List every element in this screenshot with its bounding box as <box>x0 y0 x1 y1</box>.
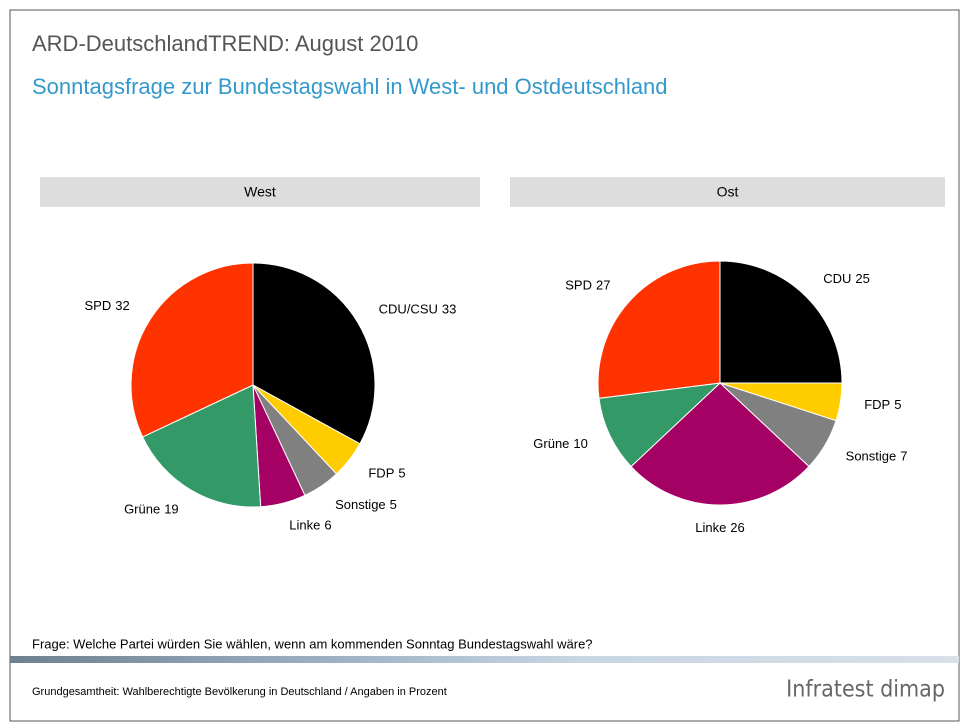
pie-slice <box>597 260 721 399</box>
slice-label: Linke 6 <box>289 518 331 533</box>
pie-slice <box>719 260 843 384</box>
logo: Infratest dimap <box>786 677 945 703</box>
slice-value: 7 <box>900 449 907 464</box>
footnote: Grundgesamtheit: Wahlberechtigte Bevölke… <box>32 686 447 698</box>
slice-label: SPD 27 <box>565 278 610 293</box>
slice-category: Grüne <box>533 437 569 452</box>
slice-value: 26 <box>730 520 744 535</box>
slice-value: 33 <box>442 302 456 317</box>
panel-header <box>510 177 945 207</box>
slice-value: 5 <box>894 397 901 412</box>
question: Frage: Welche Partei würden Sie wählen, … <box>32 636 593 651</box>
slice-label: FDP 5 <box>864 397 901 412</box>
slice-value: 19 <box>164 502 178 517</box>
slice-category: CDU <box>823 271 851 286</box>
slice-category: Sonstige <box>335 497 386 512</box>
slice-category: SPD <box>565 278 592 293</box>
slice-value: 27 <box>596 278 610 293</box>
slice-label: CDU/CSU 33 <box>379 302 457 317</box>
slice-value: 5 <box>390 497 397 512</box>
pie-slice <box>598 382 722 468</box>
slice-value: 25 <box>855 271 869 286</box>
subtitle: Sonntagsfrage zur Bundestagswahl in West… <box>32 74 668 99</box>
slice-category: Linke <box>289 518 320 533</box>
slice-category: CDU/CSU <box>379 302 438 317</box>
panel-header <box>40 177 480 207</box>
pie-slice <box>141 384 262 508</box>
slice-value: 10 <box>573 437 587 452</box>
pie-slice <box>630 382 810 506</box>
slice-category: SPD <box>85 298 112 313</box>
slice-value: 32 <box>115 298 129 313</box>
slice-label: Grüne 19 <box>124 502 179 517</box>
frame <box>9 9 960 722</box>
title: ARD-DeutschlandTREND: August 2010 <box>32 31 418 56</box>
slice-category: FDP <box>368 466 394 481</box>
slice-category: Linke <box>695 520 726 535</box>
slice-label: Grüne 10 <box>533 437 588 452</box>
slice-label: FDP 5 <box>368 466 405 481</box>
slice-label: CDU 25 <box>823 271 870 286</box>
slice-label: Linke 26 <box>695 520 745 535</box>
slice-category: FDP <box>864 397 890 412</box>
slice-category: Grüne <box>124 502 160 517</box>
band <box>10 656 959 663</box>
pie-slice <box>130 262 254 438</box>
panel-title: Ost <box>717 184 739 200</box>
pie-slice <box>252 262 376 445</box>
slice-category: Sonstige <box>846 449 897 464</box>
slice-value: 6 <box>324 518 331 533</box>
slice-label: SPD 32 <box>85 298 130 313</box>
slice-value: 5 <box>398 466 405 481</box>
slice-label: Sonstige 7 <box>846 449 908 464</box>
slice-label: Sonstige 5 <box>335 497 397 512</box>
panel-title: West <box>244 184 276 200</box>
